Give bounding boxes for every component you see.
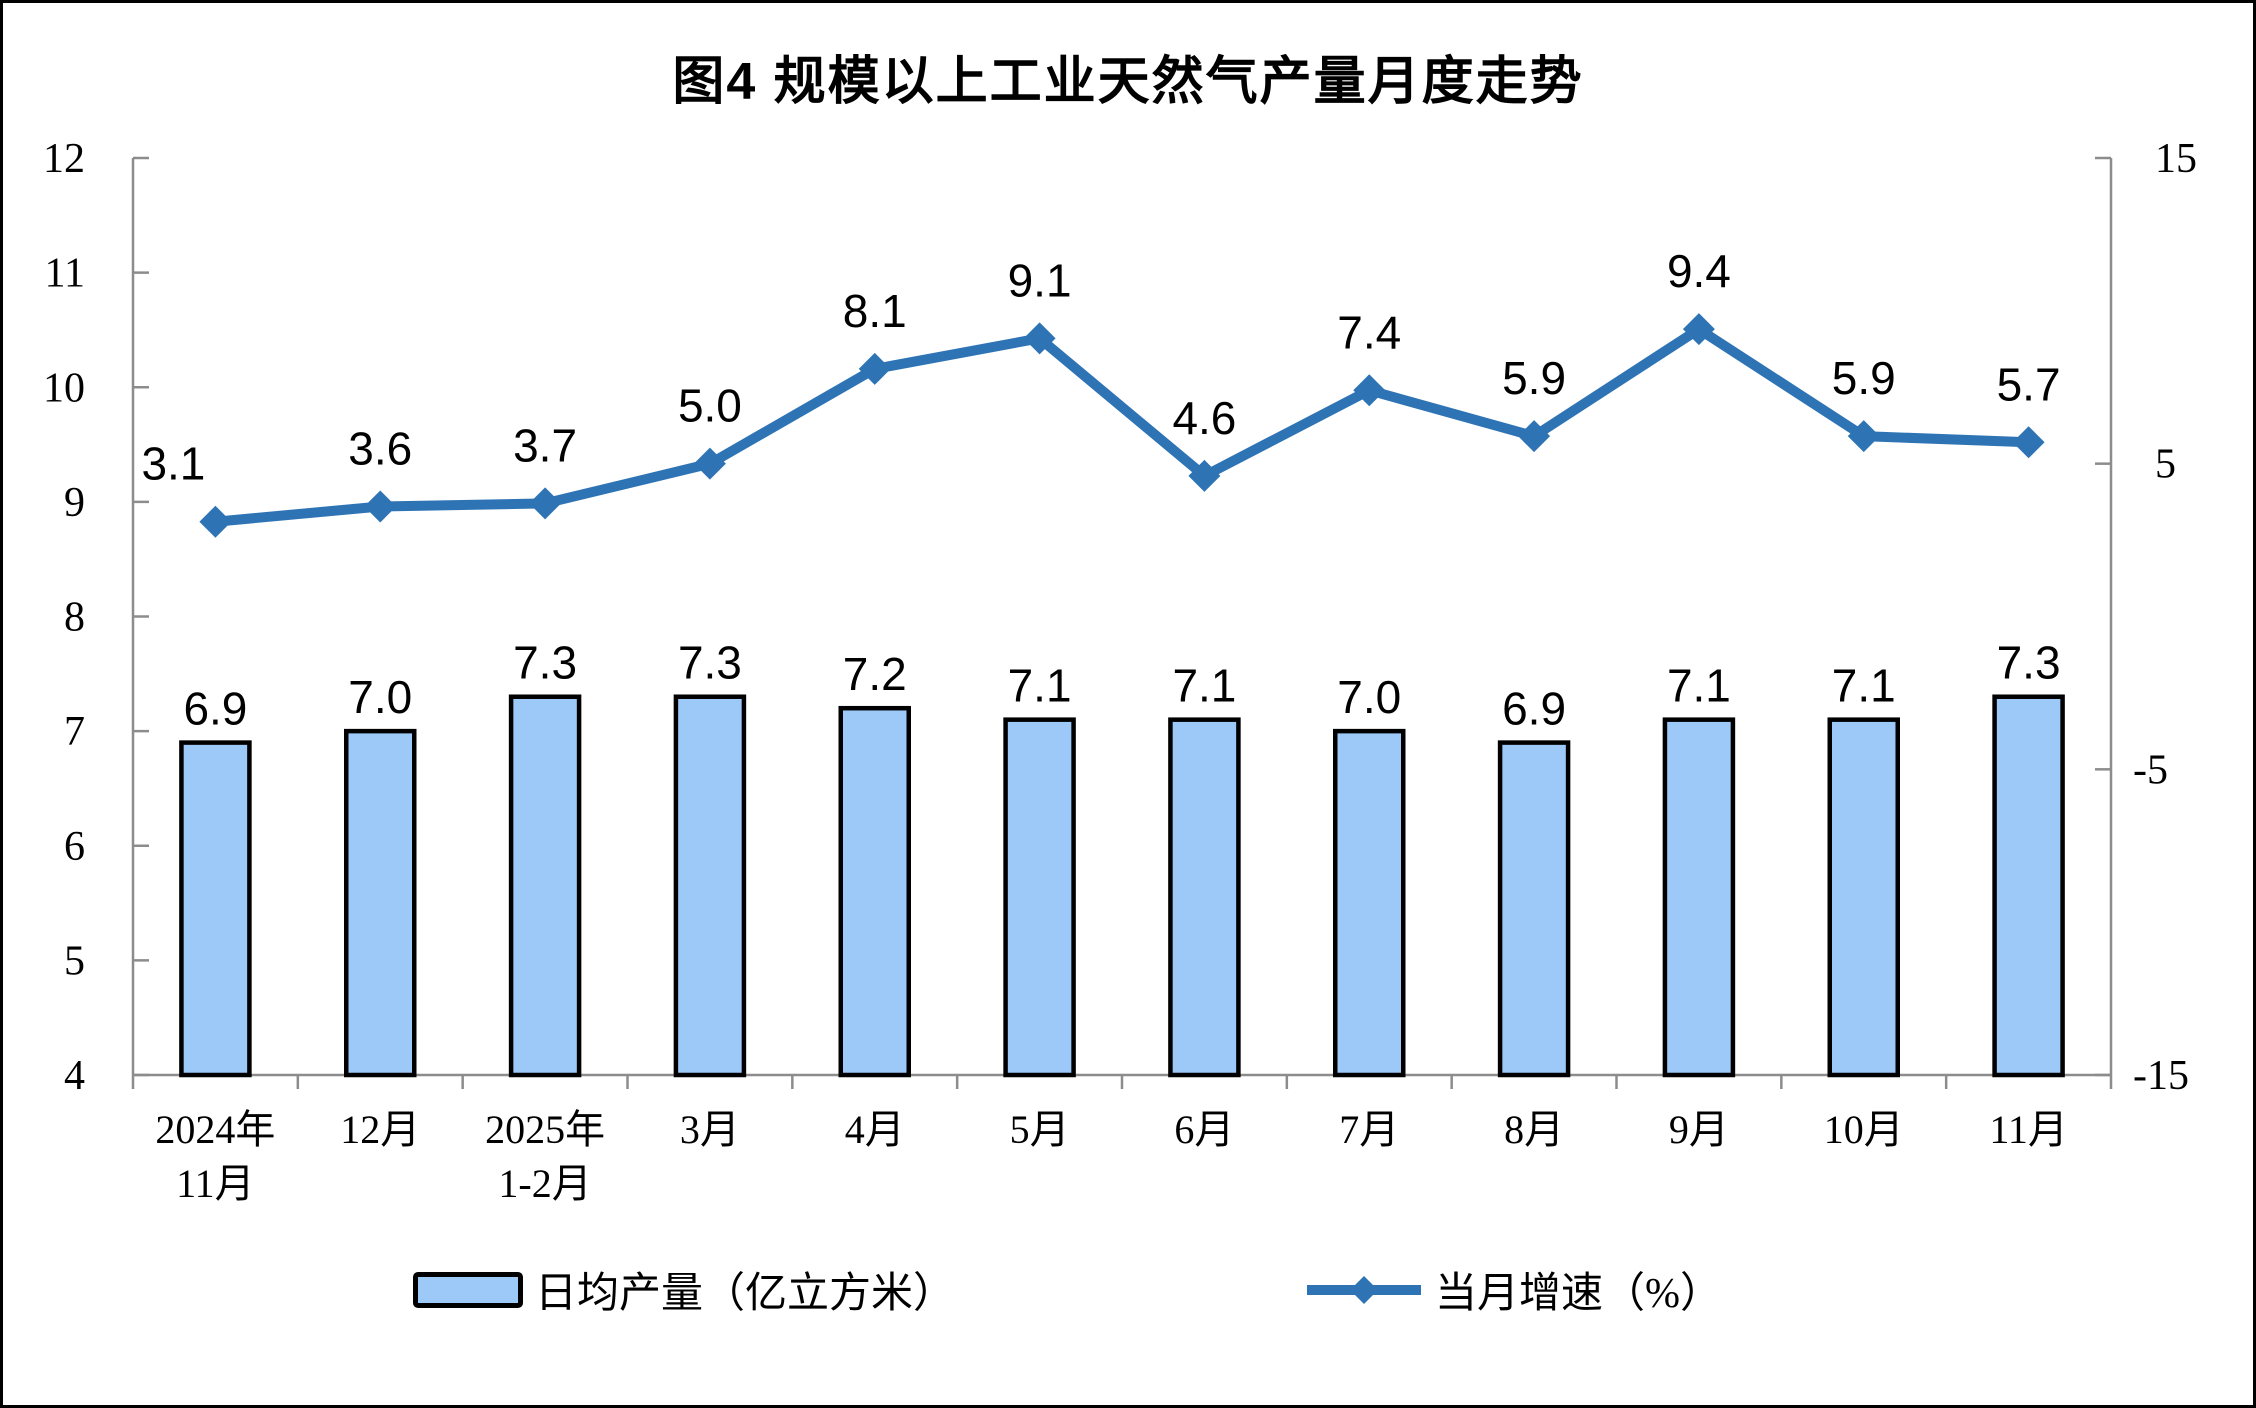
left-axis-tick-label: 6 <box>64 824 85 870</box>
chart-plot-area: 4 5 6 7 8 9 10 11 12 -15 -5 5 15 2024年 11月 12月 2025年 1-2月… <box>43 136 2197 1206</box>
left-axis-tick-label: 10 <box>43 365 85 411</box>
x-category-label: 3月 <box>680 1107 740 1152</box>
left-axis-tick-label: 7 <box>64 709 85 755</box>
bar-value-label: 7.0 <box>348 671 412 723</box>
line-value-label: 5.9 <box>1502 352 1566 404</box>
bar-value-label: 7.1 <box>1667 660 1731 712</box>
x-category-label: 9月 <box>1669 1107 1729 1152</box>
bar-3 <box>673 694 747 1078</box>
line-marker-4 <box>858 352 891 385</box>
x-category-label: 1-2月 <box>498 1161 591 1206</box>
x-category-label: 10月 <box>1824 1107 1904 1152</box>
legend-line-marker <box>1350 1275 1378 1304</box>
legend-item-line-series: 当月增速（%） <box>1305 1259 1722 1320</box>
line-value-label: 5.0 <box>678 380 742 432</box>
left-axis-tick-label: 4 <box>64 1053 85 1099</box>
left-axis-tick-label: 5 <box>64 938 85 984</box>
bar-value-label: 7.1 <box>1832 660 1896 712</box>
left-axis-tick-label: 8 <box>64 595 85 641</box>
line-marker-1 <box>364 490 397 523</box>
right-axis-tick-label: -15 <box>2133 1053 2189 1099</box>
x-category-label: 2025年 <box>485 1107 605 1152</box>
line-value-label: 7.4 <box>1337 306 1401 358</box>
legend-line-label: 当月增速（%） <box>1435 1271 1722 1317</box>
x-category-label: 7月 <box>1339 1107 1399 1152</box>
line-value-label: 3.1 <box>141 438 205 490</box>
line-marker-9 <box>1682 313 1715 346</box>
line-marker-0 <box>199 505 232 538</box>
x-category-label: 11月 <box>176 1161 255 1206</box>
left-axis-tick-label: 11 <box>45 251 85 297</box>
line-value-label: 9.1 <box>1008 254 1072 306</box>
bar-value-label: 7.3 <box>1997 637 2061 689</box>
left-axis-tick-label: 9 <box>64 480 85 526</box>
line-marker-8 <box>1518 420 1551 453</box>
bar-value-label: 6.9 <box>1502 683 1566 735</box>
line-marker-5 <box>1023 322 1056 355</box>
line-marker-6 <box>1188 459 1221 492</box>
bar-10 <box>1827 717 1900 1078</box>
line-marker-10 <box>1847 420 1880 453</box>
legend-item-bar-series: 日均产量（亿立方米） <box>413 1259 955 1320</box>
bar-11 <box>1992 694 2065 1078</box>
x-category-label: 8月 <box>1504 1107 1564 1152</box>
bar-series-swatch-icon <box>413 1271 523 1308</box>
bar-2 <box>508 694 582 1078</box>
bar-5 <box>1003 717 1076 1078</box>
line-series-swatch-icon <box>1307 1275 1421 1304</box>
line-series-path <box>214 323 2029 527</box>
bar-value-label: 7.0 <box>1337 671 1401 723</box>
left-axis-tick-label: 12 <box>43 136 85 182</box>
line-marker-11 <box>2012 426 2045 459</box>
line-value-label: 3.7 <box>513 419 577 471</box>
bar-value-label: 6.9 <box>183 683 247 735</box>
bar-value-label: 7.2 <box>843 648 907 700</box>
right-axis-tick-label: -5 <box>2133 747 2168 793</box>
line-value-label: 4.6 <box>1172 392 1236 444</box>
right-axis-tick-label: 5 <box>2155 442 2176 488</box>
line-marker-3 <box>693 447 726 480</box>
line-value-label: 5.7 <box>1997 358 2061 410</box>
bar-value-label: 7.1 <box>1172 660 1236 712</box>
right-axis-tick-label: 15 <box>2155 136 2197 182</box>
x-category-label: 6月 <box>1174 1107 1234 1152</box>
line-marker-2 <box>529 487 562 520</box>
bar-6 <box>1168 717 1241 1078</box>
x-category-label: 11月 <box>1989 1107 2068 1152</box>
x-category-label: 5月 <box>1010 1107 1070 1152</box>
bar-value-label: 7.3 <box>678 637 742 689</box>
bar-value-label: 7.1 <box>1008 660 1072 712</box>
bar-7 <box>1333 728 1406 1078</box>
bar-0 <box>179 740 252 1078</box>
bar-value-label: 7.3 <box>513 637 577 689</box>
line-marker-7 <box>1353 374 1386 407</box>
line-value-label: 5.9 <box>1832 352 1896 404</box>
bar-8 <box>1497 740 1571 1078</box>
line-value-label: 3.6 <box>348 422 412 474</box>
x-category-label: 2024年 <box>155 1107 275 1152</box>
x-category-label: 12月 <box>340 1107 420 1152</box>
chart-title: 图4 规模以上工业天然气产量月度走势 <box>672 53 1584 111</box>
legend-bar-label: 日均产量（亿立方米） <box>535 1271 956 1317</box>
line-value-label: 9.4 <box>1667 245 1731 297</box>
bar-4 <box>838 705 911 1078</box>
bar-9 <box>1662 717 1736 1078</box>
x-category-label: 4月 <box>845 1107 905 1152</box>
line-value-label: 8.1 <box>843 285 907 337</box>
bar-1 <box>344 728 417 1078</box>
